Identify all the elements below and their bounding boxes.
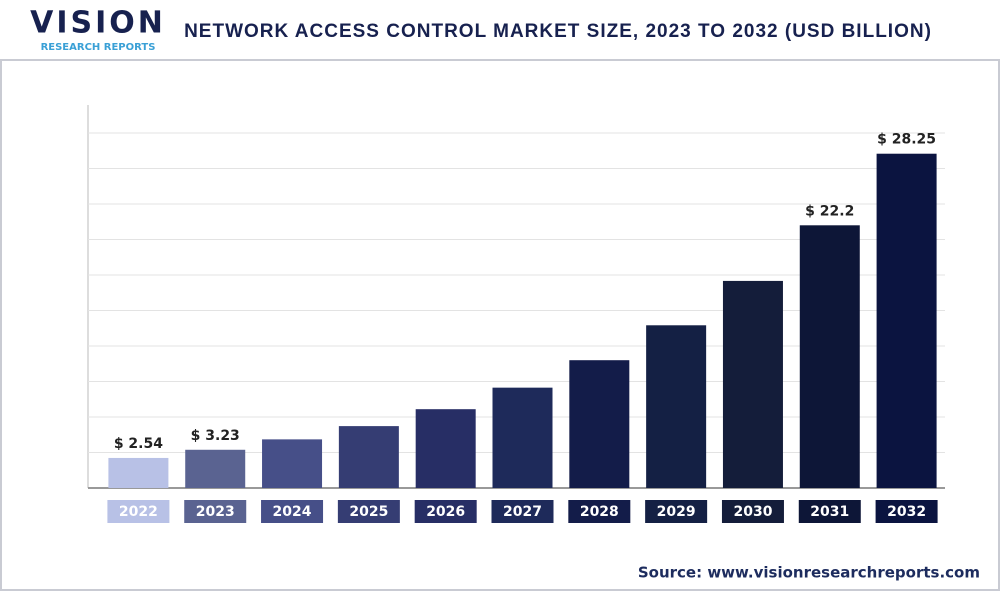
source: Source: www.visionresearchreports.com: [638, 564, 980, 582]
x-tick-label: 2027: [503, 504, 542, 520]
bar: [185, 449, 246, 488]
chart-title: NETWORK ACCESS CONTROL MARKET SIZE, 2023…: [184, 21, 932, 42]
bar: [492, 387, 553, 488]
category-box: [184, 500, 247, 523]
x-tick-label: 2026: [426, 504, 465, 520]
value-label: $ 3.23: [191, 428, 240, 444]
category-box: [491, 500, 554, 523]
x-tick-label: 2025: [349, 504, 388, 520]
category-box: [261, 500, 324, 523]
x-tick-label: 2024: [273, 504, 312, 520]
category-box: [875, 500, 938, 523]
x-tick-label: 2022: [119, 504, 158, 520]
category-box: [645, 500, 708, 523]
category-box: [798, 500, 861, 523]
category-box: [414, 500, 477, 523]
category-box: [337, 500, 400, 523]
logo-tagline: RESEARCH REPORTS: [41, 42, 156, 53]
value-label: $ 22.2: [805, 203, 854, 219]
bar: [722, 280, 783, 488]
bar: [415, 409, 476, 488]
logo-name: VISION: [30, 6, 166, 41]
value-label: $ 28.25: [877, 132, 936, 148]
x-tick-label: 2028: [580, 504, 619, 520]
bar: [108, 457, 169, 488]
bar: [876, 153, 937, 489]
category-box: [107, 500, 170, 523]
x-tick-label: 2031: [810, 504, 849, 520]
frame: [0, 59, 1000, 591]
x-tick-label: 2032: [887, 504, 926, 520]
x-tick-label: 2030: [733, 504, 772, 520]
bar: [338, 426, 399, 488]
bar: [646, 325, 707, 488]
x-tick-label: 2029: [657, 504, 696, 520]
bar: [569, 360, 630, 488]
bar: [262, 439, 323, 488]
category-box: [568, 500, 631, 523]
bar: [799, 225, 860, 489]
category-box: [721, 500, 784, 523]
x-tick-label: 2023: [196, 504, 235, 520]
value-label: $ 2.54: [114, 436, 163, 452]
